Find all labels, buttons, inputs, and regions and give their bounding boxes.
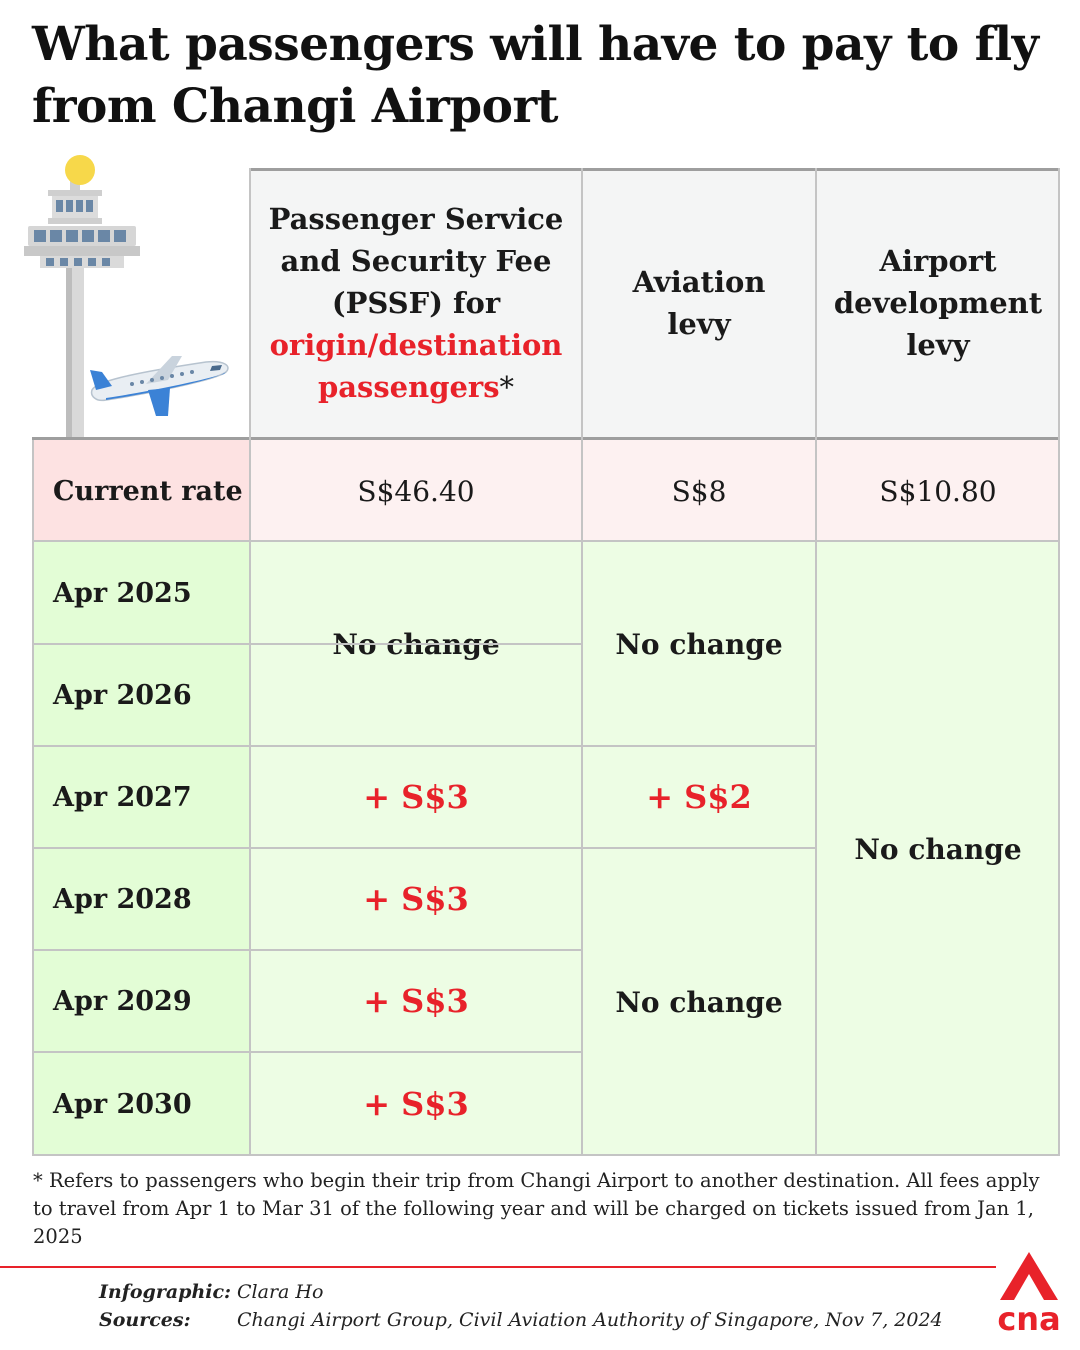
header-development-line3: levy [906, 328, 970, 362]
row-label-year: Apr 2027 [32, 746, 250, 848]
header-development-line1: Airport [879, 244, 997, 278]
divider [32, 643, 582, 645]
row-label-year: Apr 2025 [32, 542, 250, 644]
airplane-icon [90, 356, 229, 416]
infographic-credit: Clara Ho [237, 1281, 324, 1303]
aviation-2028-2030-cell: No change [582, 848, 816, 1156]
control-tower-icon [24, 155, 140, 440]
pssf-2028-cell: + S$3 [250, 848, 582, 950]
pssf-2027-cell: + S$3 [250, 746, 582, 848]
aviation-2027-cell: + S$2 [582, 746, 816, 848]
header-pssf: Passenger Service and Security Fee (PSSF… [250, 168, 582, 438]
table-bottom-border [32, 1154, 1060, 1156]
logo-text: cna [997, 1300, 1060, 1335]
header-aviation-line1: Aviation [632, 265, 766, 299]
divider [32, 847, 816, 849]
header-pssf-line4: origin/destination [269, 328, 563, 362]
tower-illustration [20, 150, 242, 440]
current-pssf: S$46.40 [250, 440, 582, 542]
row-label-year: Apr 2028 [32, 848, 250, 950]
divider [32, 745, 816, 747]
divider [815, 168, 817, 1156]
sources-credit: Changi Airport Group, Civil Aviation Aut… [237, 1309, 943, 1331]
cna-logo-icon: cna [994, 1250, 1064, 1338]
table-left-border [32, 440, 34, 1156]
row-label-year: Apr 2030 [32, 1052, 250, 1156]
header-aviation-line2: levy [667, 307, 731, 341]
row-label-year: Apr 2026 [32, 644, 250, 746]
header-development: Airport development levy [816, 168, 1060, 438]
current-aviation: S$8 [582, 440, 816, 542]
footnote-marker: * [499, 370, 515, 404]
table-top-border [250, 168, 1060, 171]
divider [32, 540, 1060, 542]
pssf-2030-cell: + S$3 [250, 1052, 582, 1156]
pssf-2029-cell: + S$3 [250, 950, 582, 1052]
divider [32, 1051, 582, 1053]
current-development: S$10.80 [816, 440, 1060, 542]
divider [32, 949, 582, 951]
aviation-2025-2026-cell: No change [582, 542, 816, 746]
fee-table: Passenger Service and Security Fee (PSSF… [32, 168, 1060, 1156]
header-development-line2: development [833, 286, 1043, 320]
header-pssf-line3: (PSSF) for [331, 286, 501, 320]
development-2025-2030-cell: No change [816, 542, 1060, 1156]
divider [581, 168, 583, 1156]
row-label-year: Apr 2029 [32, 950, 250, 1052]
footer-divider [0, 1266, 996, 1268]
header-pssf-line2: and Security Fee [280, 244, 552, 278]
header-pssf-line5: passengers [317, 370, 500, 404]
header-pssf-line1: Passenger Service [268, 202, 564, 236]
header-aviation: Aviation levy [582, 168, 816, 438]
page-title: What passengers will have to pay to fly … [32, 17, 1039, 134]
divider [249, 168, 251, 1156]
footnote: * Refers to passengers who begin their t… [33, 1169, 1040, 1248]
row-label-current: Current rate [32, 440, 250, 542]
header-bottom-border [32, 437, 1060, 440]
table-right-border [1058, 168, 1060, 1156]
infographic-label: Infographic: [99, 1281, 232, 1303]
sources-label: Sources: [99, 1309, 191, 1331]
